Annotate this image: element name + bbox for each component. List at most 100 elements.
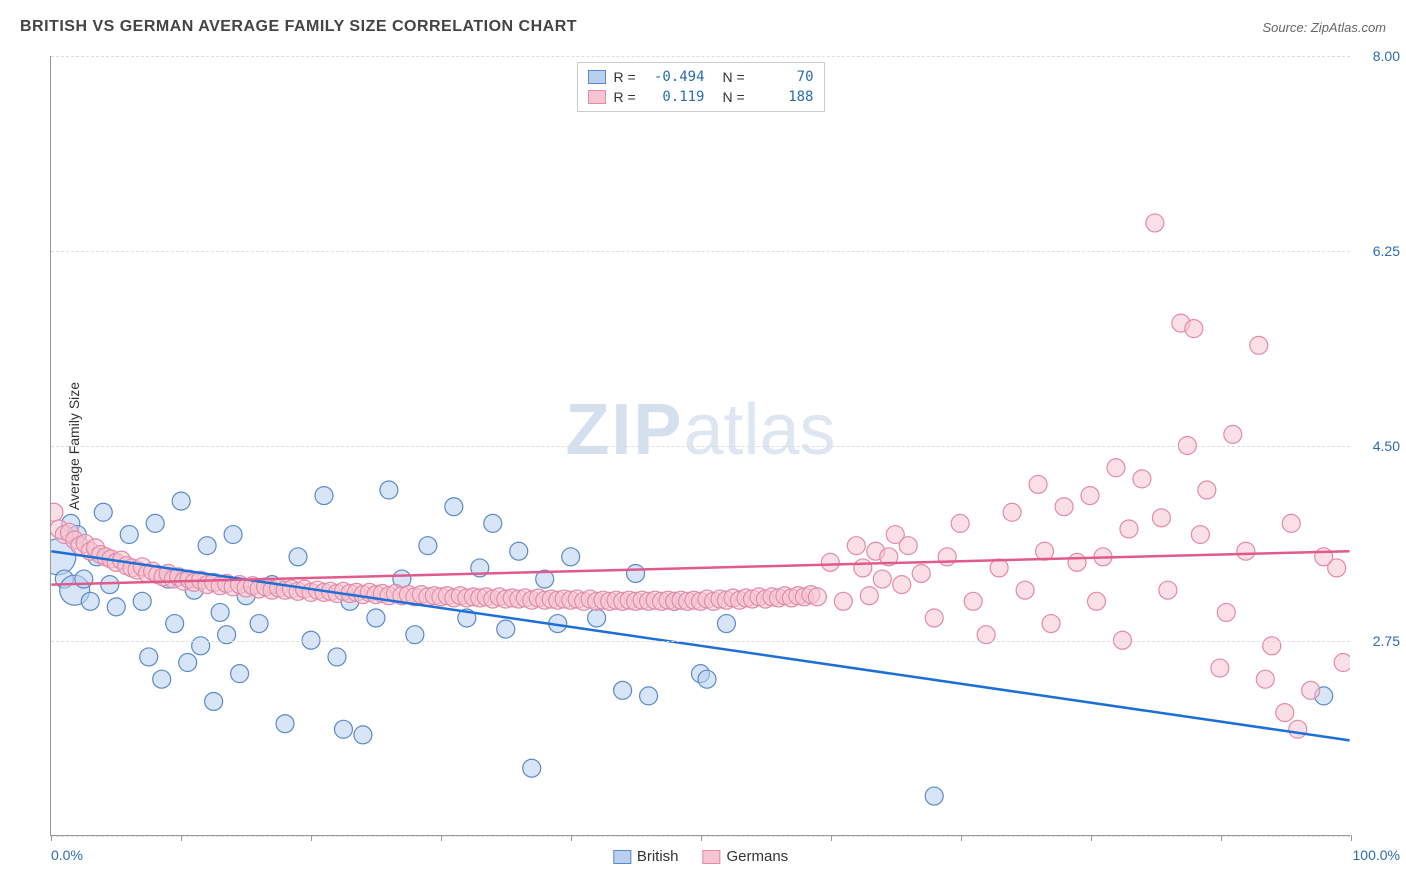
data-point-germans [1068,553,1086,571]
data-point-germans [730,591,748,609]
data-point-germans [653,592,671,610]
y-tick-label: 6.25 [1355,243,1400,259]
data-point-british [341,592,359,610]
data-point-germans [360,583,378,601]
data-point-germans [296,580,314,598]
data-point-germans [328,585,346,603]
y-tick-label: 4.50 [1355,438,1400,454]
data-point-germans [334,582,352,600]
data-point-british [334,720,352,738]
data-point-germans [250,580,268,598]
data-point-germans [1133,470,1151,488]
x-tick [961,835,962,841]
legend-swatch [588,70,606,84]
x-axis-min-label: 0.0% [51,847,83,863]
data-point-germans [1276,704,1294,722]
legend-r-label: R = [614,69,642,85]
data-point-germans [393,587,411,605]
data-point-germans [594,591,612,609]
data-point-british [717,615,735,633]
x-tick [441,835,442,841]
data-point-germans [659,591,677,609]
data-point-british [120,526,138,544]
data-point-germans [964,592,982,610]
data-point-germans [782,589,800,607]
data-point-germans [159,564,177,582]
legend-item: Germans [703,848,789,865]
data-point-british [75,570,93,588]
data-point-british [1315,687,1333,705]
data-point-germans [244,577,262,595]
data-point-germans [717,591,735,609]
data-point-germans [711,590,729,608]
data-point-germans [257,578,275,596]
data-point-germans [198,576,216,594]
data-point-germans [575,592,593,610]
data-point-british [185,581,203,599]
gridline-h [51,641,1350,642]
trendline-germans [51,551,1349,584]
legend-r-value: 0.119 [650,89,705,105]
data-point-germans [633,591,651,609]
legend-swatch [703,850,721,864]
data-point-british [536,570,554,588]
data-point-germans [1029,475,1047,493]
data-point-germans [138,564,156,582]
data-point-germans [458,589,476,607]
data-point-germans [1282,514,1300,532]
data-point-germans [175,572,193,590]
data-point-germans [1328,559,1346,577]
data-point-germans [854,559,872,577]
x-axis-max-label: 100.0% [1353,847,1400,863]
data-point-germans [347,583,365,601]
data-point-germans [776,587,794,605]
data-point-germans [536,591,554,609]
data-point-germans [149,566,167,584]
data-point-british [179,654,197,672]
data-point-british [328,648,346,666]
data-point-germans [102,550,120,568]
data-point-british [68,526,86,544]
data-point-germans [880,548,898,566]
data-point-british [692,665,710,683]
data-point-germans [523,591,541,609]
x-tick [311,835,312,841]
data-point-germans [1334,654,1350,672]
data-point-germans [1055,498,1073,516]
data-point-germans [406,588,424,606]
data-point-germans [601,592,619,610]
data-point-germans [55,526,73,544]
data-point-germans [276,581,294,599]
data-point-germans [1094,548,1112,566]
legend-n-value: 188 [759,89,814,105]
data-point-germans [938,548,956,566]
data-point-germans [549,591,567,609]
data-point-germans [1081,487,1099,505]
data-point-germans [185,573,203,591]
data-point-germans [607,591,625,609]
x-tick [831,835,832,841]
data-point-germans [867,542,885,560]
data-point-germans [1185,320,1203,338]
data-point-british [133,592,151,610]
data-point-germans [484,590,502,608]
legend-n-label: N = [723,69,751,85]
legend-r-value: -0.494 [650,69,705,85]
data-point-germans [692,592,710,610]
data-point-germans [568,590,586,608]
data-point-british [549,615,567,633]
data-point-british [166,615,184,633]
data-point-germans [1289,720,1307,738]
data-point-british [224,526,242,544]
data-point-germans [1036,542,1054,560]
data-point-british [198,537,216,555]
data-point-germans [698,590,716,608]
data-point-germans [834,592,852,610]
legend-n-label: N = [723,89,751,105]
data-point-germans [497,590,515,608]
data-point-germans [81,542,99,560]
data-point-germans [1003,503,1021,521]
data-point-germans [802,586,820,604]
data-point-british [588,609,606,627]
data-point-germans [419,588,437,606]
